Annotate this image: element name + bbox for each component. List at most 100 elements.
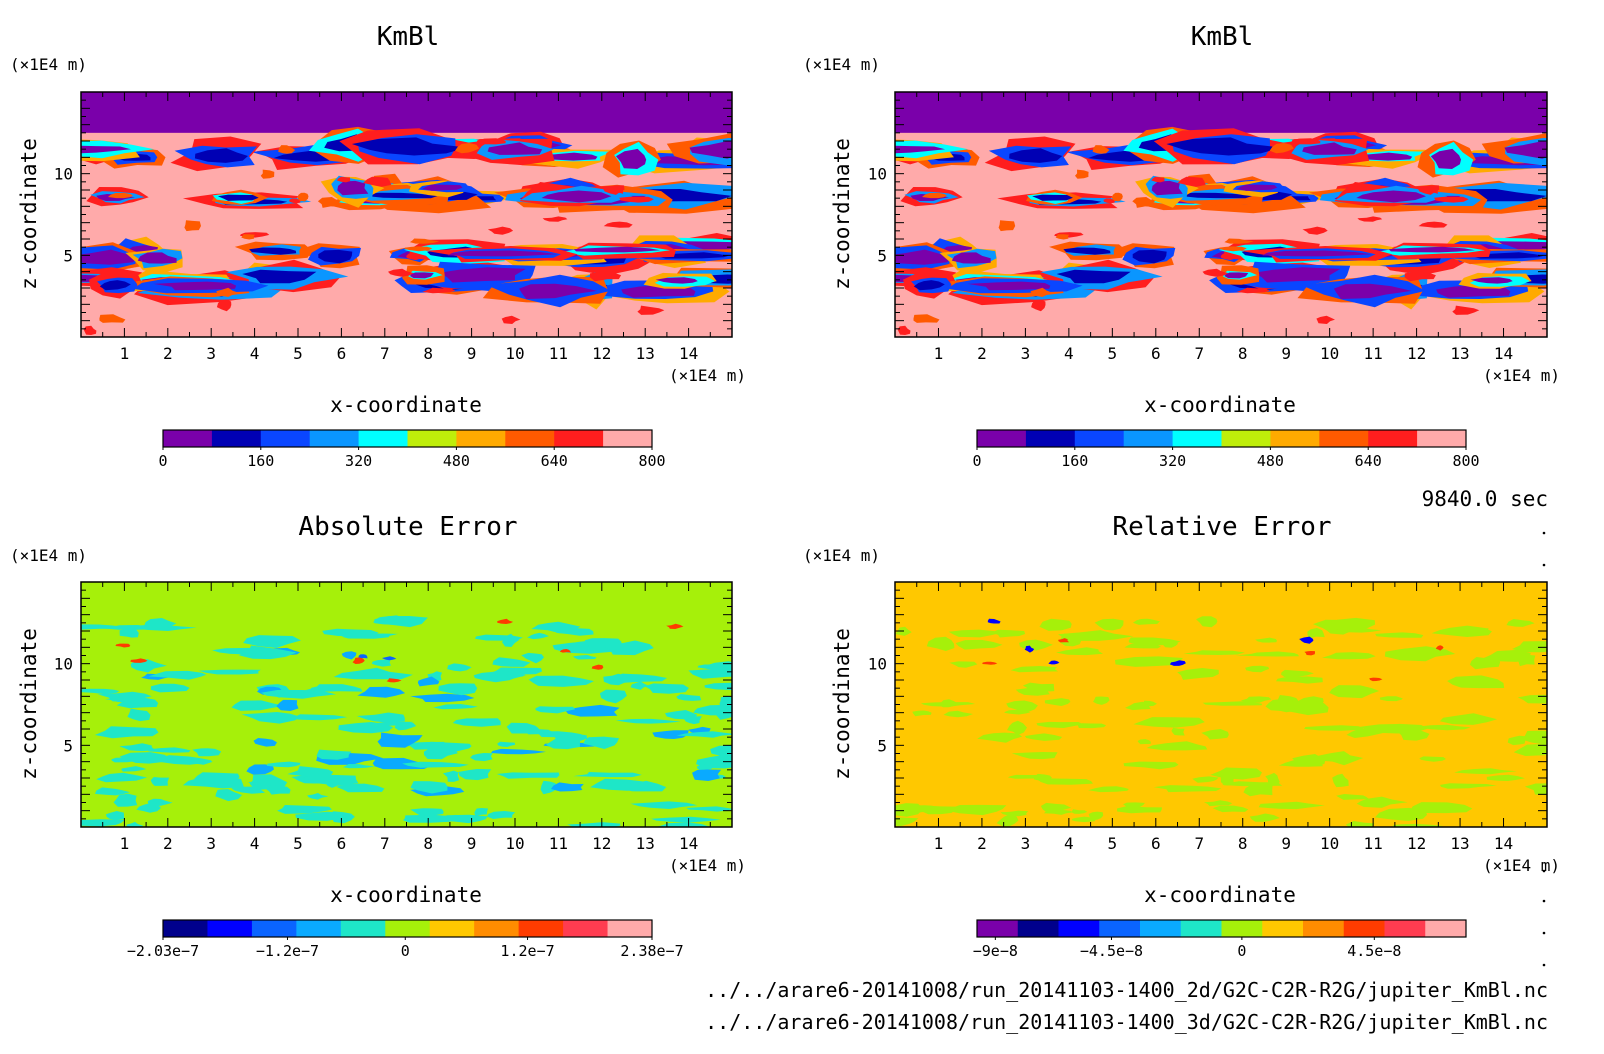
field-blob xyxy=(630,681,649,690)
colorbar-swatch xyxy=(207,920,253,937)
colorbar-swatch xyxy=(1425,920,1467,937)
field-blob xyxy=(1039,618,1072,631)
colorbar-swatch xyxy=(1058,920,1100,937)
colorbar-label: 4.5e−8 xyxy=(1347,942,1401,960)
colorbar-swatch xyxy=(607,920,653,937)
colorbar-swatch xyxy=(385,920,431,937)
field-blob xyxy=(287,766,334,777)
colorbar-label: 2.38e−7 xyxy=(620,942,683,960)
field-blob xyxy=(491,748,546,755)
colorbar-swatch xyxy=(1172,430,1222,447)
field-blob xyxy=(613,673,667,683)
field-blob xyxy=(150,683,190,693)
colorbar-swatch xyxy=(358,430,408,447)
field-blob xyxy=(1255,637,1277,643)
field-blob xyxy=(144,618,177,629)
field-blob xyxy=(148,670,207,680)
field-blob xyxy=(304,684,363,692)
field-blob xyxy=(1212,805,1249,813)
field-blob xyxy=(1059,633,1082,647)
field-blob xyxy=(637,305,665,315)
field-blob xyxy=(651,816,721,823)
field-blob xyxy=(1153,785,1222,793)
field-blob xyxy=(559,649,572,653)
field-blob xyxy=(316,749,352,760)
x-tick-label: 4 xyxy=(250,344,260,363)
field-blob xyxy=(1332,773,1349,788)
colorbar-swatch xyxy=(1368,430,1418,447)
field-blob xyxy=(1418,221,1448,228)
field-blob xyxy=(404,741,445,750)
field-blob xyxy=(1132,249,1167,264)
colorbar-swatch xyxy=(1025,430,1076,447)
y-tick-label: 5 xyxy=(877,736,887,755)
field-blob xyxy=(1115,656,1183,667)
field-blob xyxy=(342,764,375,769)
field-blob xyxy=(338,722,394,734)
colorbar-label: −2.03e−7 xyxy=(127,942,199,960)
field-blob xyxy=(83,325,97,335)
field-blob xyxy=(913,314,940,323)
field-blob xyxy=(422,184,463,191)
field-blob xyxy=(423,747,458,760)
field-blob xyxy=(987,618,1001,624)
field-blob xyxy=(497,618,514,624)
field-blob xyxy=(1036,721,1084,728)
field-blob xyxy=(336,783,385,793)
field-blob xyxy=(694,708,710,714)
colorbar-label: 320 xyxy=(1159,452,1186,470)
field-blob xyxy=(1236,651,1299,657)
x-tick-label: 4 xyxy=(1064,344,1074,363)
field-blob xyxy=(241,234,255,240)
field-blob xyxy=(1151,176,1165,183)
field-blob xyxy=(926,636,955,651)
field-blob xyxy=(1240,696,1272,703)
field-blob xyxy=(1326,617,1375,632)
x-tick-label: 9 xyxy=(467,344,477,363)
field-blob xyxy=(106,811,125,820)
field-blob xyxy=(922,192,947,199)
x-tick-label: 10 xyxy=(1320,344,1339,363)
field-blob xyxy=(719,696,732,709)
x-axis-label: x-coordinate xyxy=(1144,883,1296,907)
field-blob xyxy=(1094,618,1124,631)
colorbar-swatch xyxy=(296,920,342,937)
field-blob xyxy=(99,314,126,323)
field-blob xyxy=(192,748,222,757)
field-blob xyxy=(1177,668,1219,680)
field-blob xyxy=(1133,717,1205,728)
field-blob xyxy=(1276,676,1323,684)
field-blob xyxy=(260,169,275,179)
colorbar-frame xyxy=(162,429,653,448)
field-blob xyxy=(108,192,133,199)
field-blob xyxy=(676,694,702,701)
field-blob xyxy=(405,246,433,252)
field-blob xyxy=(148,747,191,753)
field-blob xyxy=(1201,729,1229,740)
field-blob xyxy=(1302,226,1328,235)
field-blob xyxy=(505,669,524,677)
field-blob xyxy=(1454,768,1517,775)
field-blob xyxy=(1146,741,1208,751)
field-blob xyxy=(1236,287,1270,294)
field-blob xyxy=(394,722,417,731)
field-blob xyxy=(538,731,582,738)
field-blob xyxy=(386,678,402,683)
field-blob xyxy=(697,764,713,771)
field-blob xyxy=(487,226,514,235)
colorbar: −2.03e−7 −1.2e−7 0 1.2e−7 2.38e−7 xyxy=(127,919,684,960)
field-blob xyxy=(686,806,732,812)
x-unit-label: (×1E4 m) xyxy=(669,856,746,875)
heatmap-field xyxy=(895,582,1547,827)
field-blob xyxy=(1116,805,1162,814)
field-cap xyxy=(895,92,1547,133)
x-tick-label: 11 xyxy=(1364,344,1383,363)
margin-dots xyxy=(1542,531,1546,967)
field-blob xyxy=(96,772,147,783)
x-tick-label: 5 xyxy=(1108,344,1118,363)
field-blob xyxy=(1459,628,1490,634)
x-tick-label: 10 xyxy=(505,834,524,853)
field-blob xyxy=(388,268,414,277)
field-blob xyxy=(119,743,156,752)
